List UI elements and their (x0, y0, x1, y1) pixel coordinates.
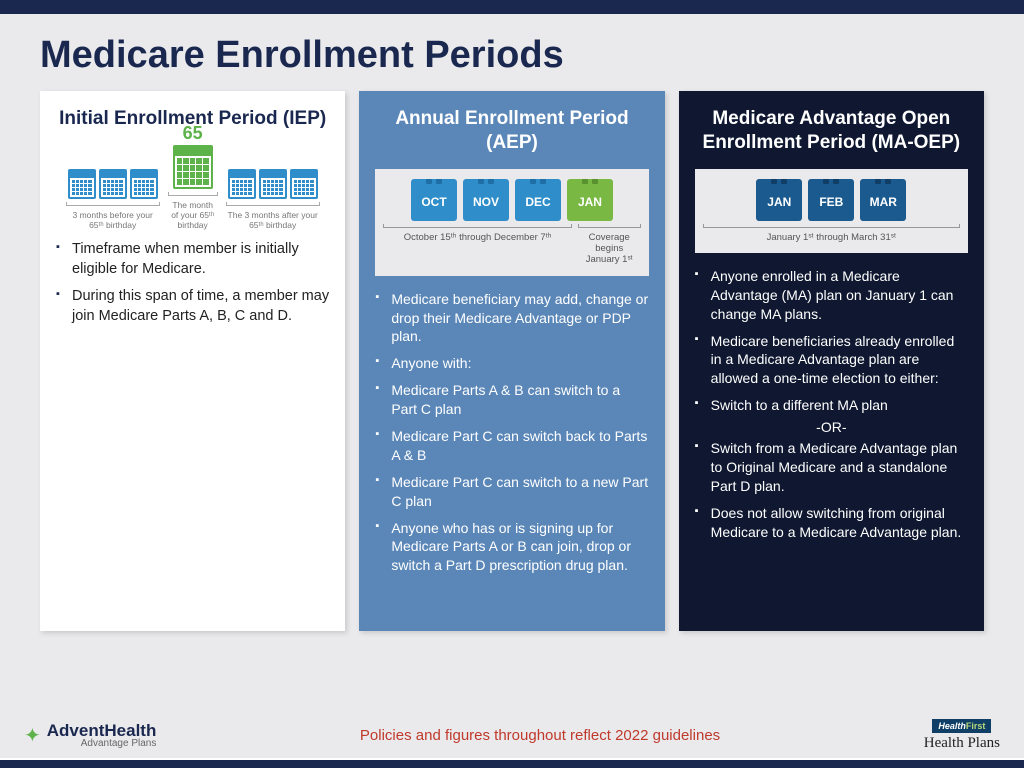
list-item: Medicare Part C can switch back to Parts… (375, 427, 648, 465)
footer: ✦ AdventHealth Advantage Plans Policies … (0, 719, 1024, 752)
col-iep: Initial Enrollment Period (IEP) 3 months… (40, 91, 345, 631)
aep-cap1: October 15ᵗʰ through December 7ᵗʰ (383, 227, 572, 266)
iep-of-label: The month of your 65ᵗʰ birthday (168, 195, 218, 231)
list-item: Anyone with: (375, 354, 648, 373)
list-item: Timeframe when member is initially eligi… (56, 240, 329, 279)
oep-graphic: JAN FEB MAR January 1ˢᵗ through March 31… (695, 169, 968, 253)
list-item: Does not allow switching from original M… (695, 504, 968, 542)
month-icon-feb: FEB (808, 179, 854, 221)
aep-bullets: Medicare beneficiary may add, change or … (375, 290, 648, 576)
aep-cap2: Coverage begins January 1ˢᵗ (578, 227, 641, 266)
list-item: Anyone enrolled in a Medicare Advantage … (695, 267, 968, 324)
logo-healthfirst: HealthFirst Health Plans (924, 719, 1000, 752)
logo-left-sub: Advantage Plans (47, 739, 157, 749)
list-item: During this span of time, a member may j… (56, 287, 329, 326)
calendar-icon (259, 169, 287, 199)
calendar-icon (228, 169, 256, 199)
oep-bullets-a: Anyone enrolled in a Medicare Advantage … (695, 267, 968, 415)
iep-bullets: Timeframe when member is initially eligi… (56, 240, 329, 326)
list-item: Medicare beneficiary may add, change or … (375, 290, 648, 347)
calendar-icon (130, 169, 158, 199)
col-aep: Annual Enrollment Period (AEP) OCT NOV D… (359, 91, 664, 631)
month-icon-oct: OCT (411, 179, 457, 221)
page-title: Medicare Enrollment Periods (40, 34, 984, 77)
iep-graphic: 3 months before your 65ᵗʰ birthday 65 Th… (56, 145, 329, 231)
logo-adventhealth: ✦ AdventHealth Advantage Plans (24, 722, 156, 749)
calendar-birthday-icon (173, 145, 213, 189)
oep-cap: January 1ˢᵗ through March 31ˢᵗ (703, 227, 960, 243)
calendar-icon (68, 169, 96, 199)
leaf-icon: ✦ (24, 723, 41, 748)
month-icon-jan: JAN (756, 179, 802, 221)
month-icon-jan: JAN (567, 179, 613, 221)
list-item: Medicare Parts A & B can switch to a Par… (375, 381, 648, 419)
oep-bullets-b: Switch from a Medicare Advantage plan to… (695, 439, 968, 541)
col-oep-title: Medicare Advantage Open Enrollment Perio… (695, 107, 968, 155)
or-separator: -OR- (695, 419, 968, 435)
title-area: Medicare Enrollment Periods (0, 14, 1024, 91)
month-icon-mar: MAR (860, 179, 906, 221)
col-aep-title: Annual Enrollment Period (AEP) (375, 107, 648, 155)
health-plans-label: Health Plans (924, 735, 1000, 752)
calendar-icon (99, 169, 127, 199)
logo-left-name: AdventHealth (47, 722, 157, 739)
iep-after-label: The 3 months after your 65ᵗʰ birthday (226, 205, 320, 230)
month-icon-nov: NOV (463, 179, 509, 221)
bottom-bar (0, 758, 1024, 768)
healthfirst-badge: HealthFirst (932, 719, 991, 733)
list-item: Switch to a different MA plan (695, 396, 968, 415)
list-item: Medicare Part C can switch to a new Part… (375, 473, 648, 511)
aep-graphic: OCT NOV DEC JAN October 15ᵗʰ through Dec… (375, 169, 648, 276)
list-item: Anyone who has or is signing up for Medi… (375, 519, 648, 576)
col-oep: Medicare Advantage Open Enrollment Perio… (679, 91, 984, 631)
month-icon-dec: DEC (515, 179, 561, 221)
top-bar (0, 0, 1024, 14)
footer-note: Policies and figures throughout reflect … (360, 727, 720, 744)
calendar-icon (290, 169, 318, 199)
iep-before-label: 3 months before your 65ᵗʰ birthday (66, 205, 160, 230)
columns: Initial Enrollment Period (IEP) 3 months… (0, 91, 1024, 631)
sixtyfive-icon: 65 (183, 123, 203, 144)
list-item: Switch from a Medicare Advantage plan to… (695, 439, 968, 496)
list-item: Medicare beneficiaries already enrolled … (695, 332, 968, 389)
